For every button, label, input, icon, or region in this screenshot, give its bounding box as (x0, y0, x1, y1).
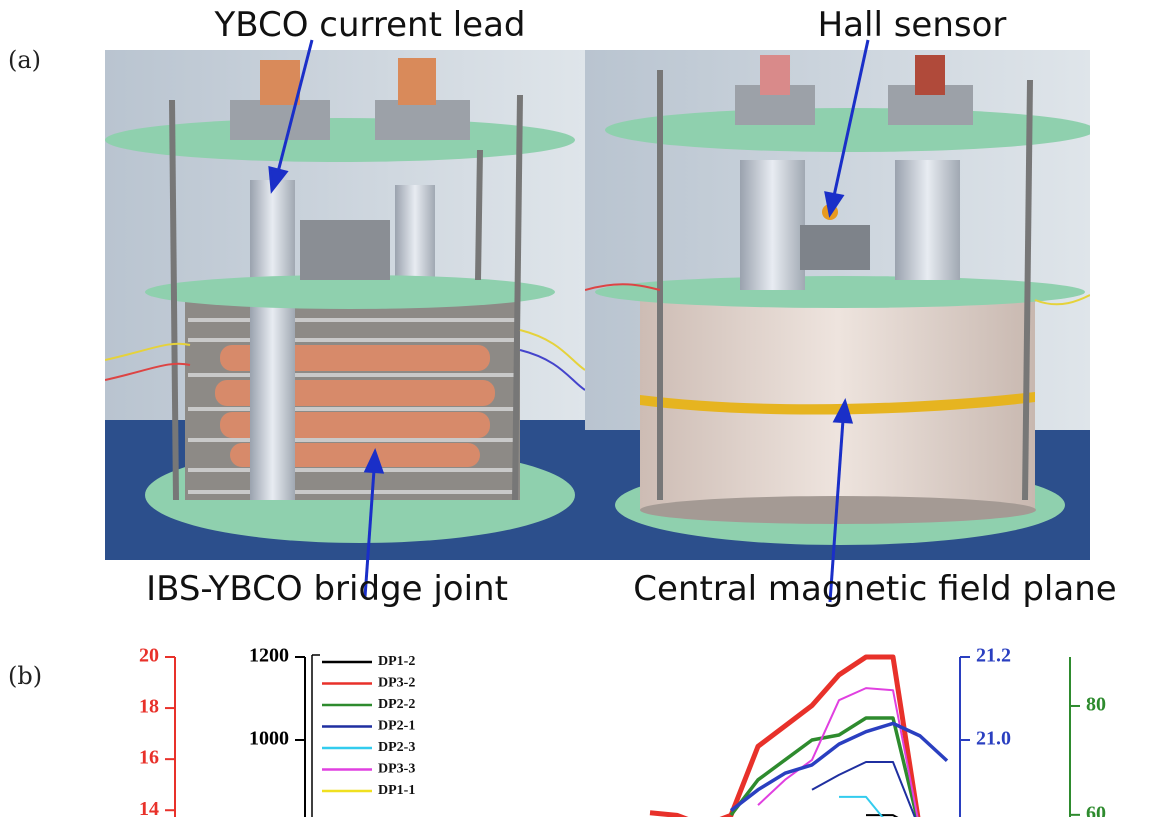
y-tick-label: 60 (1086, 802, 1106, 817)
annotation: IBS-YBCO bridge joint (146, 569, 508, 609)
page: (a) YBCO current lead Hall sensor IBS-YB… (0, 0, 1158, 817)
y-tick-label: 1200 (249, 645, 289, 667)
y-tick-label: 14 (139, 798, 159, 817)
y-tick-label: 16 (139, 747, 159, 769)
legend-label: DP2-1 (378, 719, 415, 734)
y-tick-label: 80 (1086, 694, 1106, 716)
figure: (a) YBCO current lead Hall sensor IBS-YB… (0, 0, 1158, 817)
panel-label: (b) (8, 662, 42, 690)
legend-label: DP2-2 (378, 697, 415, 712)
photo-right (585, 50, 1095, 560)
legend-label: DP1-2 (378, 654, 415, 669)
series-line (650, 657, 920, 817)
legend-label: DP1-1 (378, 783, 415, 798)
y-tick-label: 18 (139, 696, 159, 718)
y-tick-label: 1000 (249, 728, 289, 750)
legend-label: DP3-3 (378, 762, 415, 777)
legend-label: DP2-3 (378, 740, 415, 755)
y-tick-label: 20 (139, 645, 159, 667)
series-line (839, 797, 893, 817)
annotation: Hall sensor (818, 5, 1007, 45)
panel-label: (a) (8, 46, 41, 74)
y-tick-label: 21.0 (976, 728, 1011, 750)
photo-left (105, 50, 585, 560)
y-tick-label: 21.2 (976, 645, 1011, 667)
annotation: Central magnetic field plane (633, 569, 1116, 609)
legend-label: DP3-2 (378, 676, 415, 691)
series-line (731, 718, 920, 817)
annotation: YBCO current lead (213, 5, 525, 45)
